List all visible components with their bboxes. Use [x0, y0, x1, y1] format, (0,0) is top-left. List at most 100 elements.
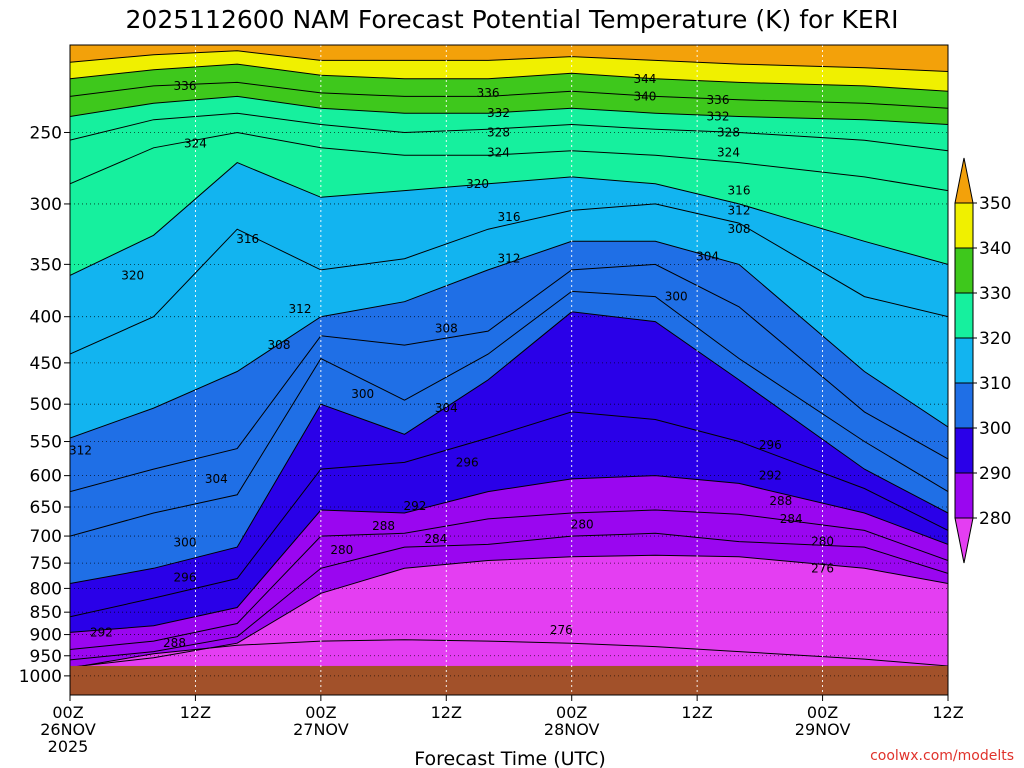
- colorbar-arrow-bottom: [954, 517, 974, 564]
- contour-label: 284: [424, 532, 447, 546]
- isentrope-296: [70, 411, 948, 618]
- isentrope-344: [70, 50, 948, 72]
- y-tick-label: 650: [30, 498, 62, 518]
- contour-label: 304: [696, 249, 719, 263]
- x-axis-label: Forecast Time (UTC): [414, 748, 605, 768]
- y-tick-label: 300: [30, 195, 62, 215]
- colorbar-label: 340: [979, 239, 1011, 259]
- isentrope-lines: [70, 50, 948, 669]
- x-tick-label: 27NOV: [293, 720, 349, 739]
- x-tick-label: 12Z: [681, 703, 712, 722]
- y-tick-label: 850: [30, 603, 62, 623]
- axes: 250 300 350 400 450 500 550 600 650 700 750 800 850 9…: [19, 44, 964, 756]
- theta-fill-bands: [70, 45, 948, 695]
- contour-label: 324: [717, 145, 740, 159]
- y-tick-label: 450: [30, 354, 62, 374]
- colorbar-segment-310: [954, 337, 974, 384]
- isentrope-328: [70, 112, 948, 152]
- y-tick-label: 600: [30, 467, 62, 487]
- contour-label: 312: [498, 252, 521, 266]
- contour-label: 316: [236, 232, 259, 246]
- isentrope-280: [70, 554, 948, 668]
- x-tick-label: 29NOV: [795, 720, 851, 739]
- contour-label: 296: [456, 455, 479, 469]
- colorbar-segment-300: [954, 382, 974, 429]
- x-tick-label: 12Z: [932, 703, 963, 722]
- credit-text: coolwx.com/modelts: [870, 748, 1014, 764]
- contour-label: 340: [633, 89, 656, 103]
- contour-label: 288: [372, 519, 395, 533]
- contour-label: 280: [571, 518, 594, 532]
- y-tick-label: 1000: [19, 667, 62, 687]
- contour-label: 328: [717, 126, 740, 140]
- colorbar-arrow-top: [954, 157, 974, 204]
- contour-label: 276: [550, 623, 573, 637]
- colorbar-label: 330: [979, 284, 1011, 304]
- contour-label: 300: [174, 536, 197, 550]
- colorbar-segment-280: [954, 472, 974, 519]
- colorbar-segment-330: [954, 247, 974, 294]
- x-tick-label: 2025: [48, 737, 89, 756]
- contour-label: 328: [487, 126, 510, 140]
- contour-label: 312: [289, 302, 312, 316]
- y-tick-label: 250: [30, 124, 62, 144]
- contour-label: 312: [69, 444, 92, 458]
- contour-label: 336: [477, 86, 500, 100]
- contour-label: 316: [728, 184, 751, 198]
- isentrope-332: [70, 95, 948, 125]
- contour-label: 292: [403, 499, 426, 513]
- isentrope-304: [70, 290, 948, 537]
- contour-label: 336: [707, 93, 730, 107]
- y-tick-label: 400: [30, 308, 62, 328]
- isentrope-320: [70, 162, 948, 276]
- contour-label: 320: [121, 268, 144, 282]
- contour-label: 344: [633, 72, 656, 86]
- y-tick-label: 900: [30, 626, 62, 646]
- y-tick-label: 800: [30, 579, 62, 599]
- plot-area: 336 324 320 316 312 304 300 296 292 288 312 308 300 2…: [69, 45, 949, 695]
- isentrope-300: [70, 311, 948, 584]
- x-tick-label: 00Z: [305, 703, 336, 722]
- y-tick-label: 700: [30, 527, 62, 547]
- isentrope-312: [70, 240, 948, 439]
- isentrope-340: [70, 63, 948, 92]
- isentrope-316: [70, 203, 948, 355]
- x-tick-label: 28NOV: [544, 720, 600, 739]
- colorbar-segment-340: [954, 202, 974, 249]
- contour-label: 296: [759, 438, 782, 452]
- contour-label: 324: [487, 145, 510, 159]
- contour-label: 300: [351, 387, 374, 401]
- colorbar-label: 300: [979, 419, 1011, 439]
- colorbar-segment-320: [954, 292, 974, 339]
- contour-label: 288: [769, 494, 792, 508]
- contour-label: 276: [811, 561, 834, 575]
- x-tick-label: 12Z: [431, 703, 462, 722]
- contour-label: 308: [268, 338, 291, 352]
- contour-label: 332: [487, 106, 510, 120]
- isentrope-308: [70, 263, 948, 493]
- contour-label: 292: [759, 469, 782, 483]
- contour-label: 324: [184, 136, 207, 150]
- y-tick-label: 950: [30, 647, 62, 667]
- x-tick-label: 00Z: [52, 703, 83, 722]
- x-tick-label: 26NOV: [40, 720, 96, 739]
- contour-label: 296: [174, 571, 197, 585]
- isentrope-292: [70, 475, 948, 633]
- isentrope-288: [70, 509, 948, 650]
- plot-frame: [69, 44, 949, 696]
- terrain-ground: [70, 665, 948, 695]
- y-tick-label: 350: [30, 255, 62, 275]
- x-tick-label: 00Z: [556, 703, 587, 722]
- y-tick-label: 550: [30, 433, 62, 453]
- y-tick-label: 750: [30, 554, 62, 574]
- contour-label: 280: [330, 543, 353, 557]
- chart-title: 2025112600 NAM Forecast Potential Temper…: [126, 5, 899, 34]
- contour-label: 316: [498, 210, 521, 224]
- colorbar-label: 280: [979, 509, 1011, 529]
- isentrope-336: [70, 81, 948, 109]
- contour-label: 308: [435, 321, 458, 335]
- contour-label: 320: [466, 177, 489, 191]
- colorbar: 280 290 300 310 320 330 340 350: [954, 157, 1011, 564]
- contour-label: 336: [174, 79, 197, 93]
